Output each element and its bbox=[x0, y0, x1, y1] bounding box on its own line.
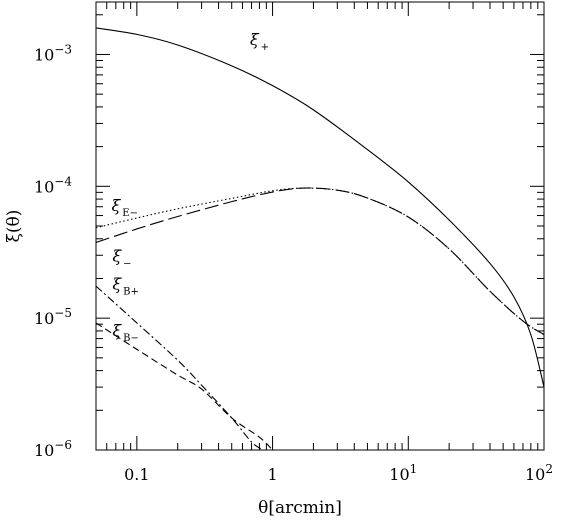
x-tick-exponent: 1 bbox=[410, 462, 418, 476]
series-line-1 bbox=[96, 187, 544, 336]
series-line-0 bbox=[96, 27, 544, 388]
y-axis-label: ξ(θ) bbox=[4, 210, 24, 243]
series-label-4: ξ B− bbox=[112, 321, 139, 344]
y-tick-exponent: −4 bbox=[54, 174, 72, 188]
plot-frame bbox=[95, 1, 545, 451]
y-tick-label: 10−3 bbox=[34, 42, 72, 64]
series-label-1: ξ E− bbox=[111, 196, 137, 219]
x-axis-label: θ[arcmin] bbox=[258, 498, 342, 518]
y-tick-exponent: −5 bbox=[54, 306, 72, 320]
y-tick-label: 10−6 bbox=[34, 438, 72, 460]
curve-labels: ξ + ξ E− ξ − ξ B+ ξ B− bbox=[111, 30, 269, 344]
y-tick-label: 10−5 bbox=[34, 306, 72, 328]
x-tick-label: 102 bbox=[525, 462, 553, 484]
y-tick-exponent: −3 bbox=[54, 42, 72, 56]
ticks bbox=[95, 2, 545, 451]
series-line-4 bbox=[96, 322, 273, 450]
series-label-0: ξ + bbox=[250, 30, 269, 53]
y-tick-label: 10−4 bbox=[34, 174, 72, 196]
series-line-2 bbox=[96, 187, 544, 336]
series-label-sub: E− bbox=[122, 208, 138, 219]
series-label-2: ξ − bbox=[112, 246, 131, 269]
series-label-3: ξ B+ bbox=[112, 274, 139, 297]
x-tick-exponent: 2 bbox=[545, 462, 553, 476]
series-line-3 bbox=[96, 285, 264, 450]
x-tick-label: 1 bbox=[267, 465, 277, 484]
y-tick-exponent: −6 bbox=[54, 438, 72, 452]
x-tick-label: 101 bbox=[389, 462, 417, 484]
series-label-sub: B− bbox=[123, 333, 139, 344]
series-label-sub: + bbox=[261, 42, 269, 53]
series-label-sub: B+ bbox=[123, 286, 139, 297]
x-tick-label: 0.1 bbox=[124, 465, 149, 484]
curves bbox=[96, 27, 544, 450]
series-label-sub: − bbox=[123, 258, 131, 269]
